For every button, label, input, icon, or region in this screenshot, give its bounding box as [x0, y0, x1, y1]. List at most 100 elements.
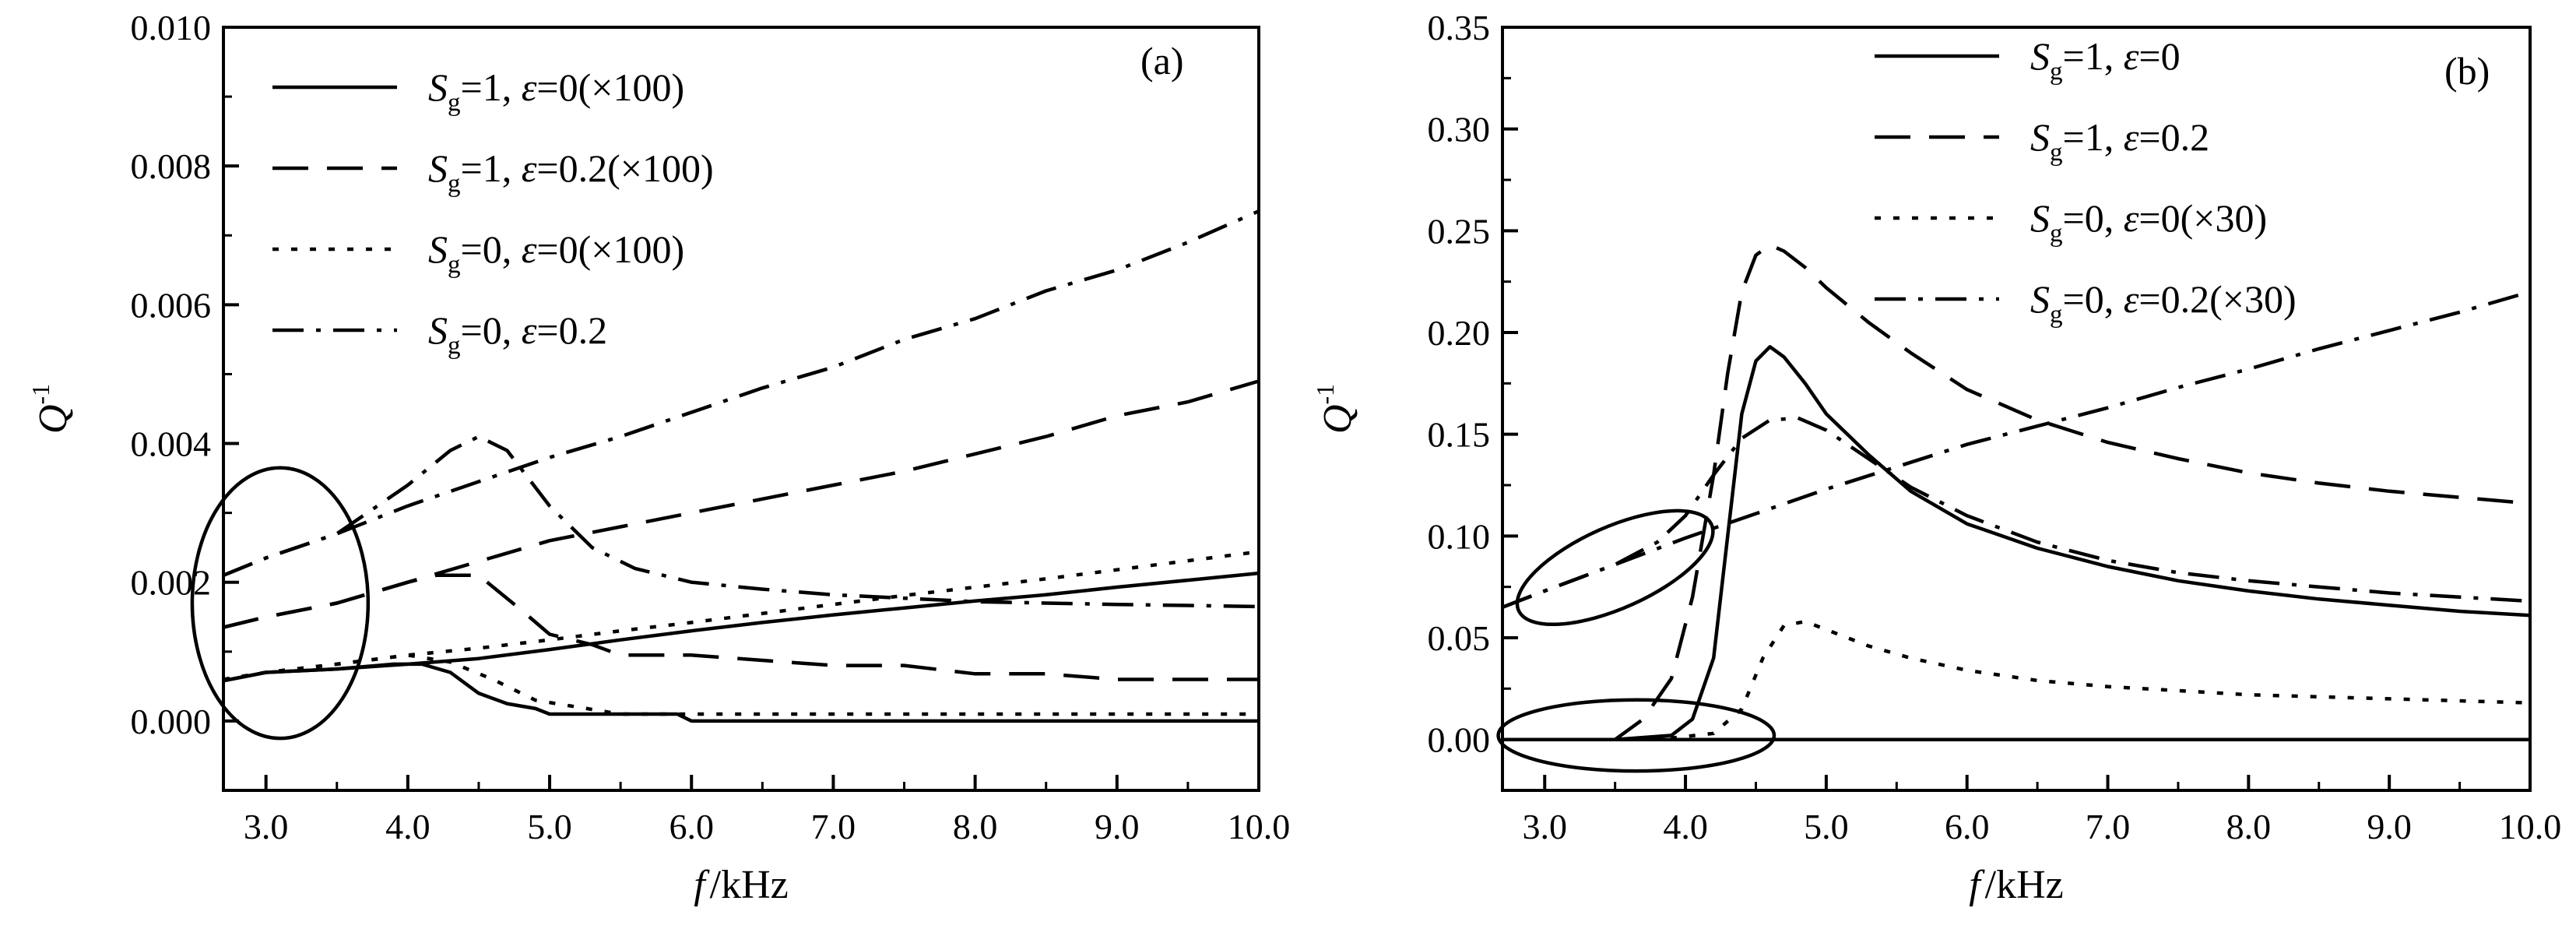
legend-value: =1,	[2063, 34, 2124, 78]
legend-entry-label: Sg=1, ε=0	[2030, 34, 2181, 86]
legend-symbol: S	[2030, 196, 2050, 240]
y-tick-label: 0.10	[1428, 516, 1491, 556]
legend-entry-label: Sg=1, ε=0.2	[2030, 115, 2209, 167]
legend-symbol: S	[428, 308, 448, 352]
legend-epsilon-value: =0.2(×30)	[2138, 277, 2296, 321]
chart-panel-b: 3.0 4.0 5.0 6.0 7.0 8.0 9.0 10.0 0.00 0.05 0.10 0.1…	[1311, 8, 2561, 907]
legend-epsilon-value: =0.2	[536, 308, 607, 352]
legend-epsilon: ε	[2124, 34, 2139, 78]
legend-epsilon: ε	[522, 146, 537, 190]
y-tick-label: 0.05	[1428, 618, 1491, 658]
plot-area	[1502, 243, 2530, 741]
series-2-line	[1502, 243, 2530, 741]
legend-epsilon: ε	[522, 308, 537, 352]
x-tick-label: 8.0	[953, 807, 998, 846]
legend-value: =0,	[2063, 277, 2124, 321]
legend-value: =1,	[461, 146, 522, 190]
legend-subscript: g	[448, 170, 461, 198]
legend-entry-label: Sg=1, ε=0(×100)	[428, 65, 684, 117]
legend-entry-label: Sg=0, ε=0(×30)	[2030, 196, 2267, 248]
legend-symbol: S	[2030, 115, 2050, 159]
plot-frame	[222, 26, 1260, 792]
legend-subscript: g	[2050, 220, 2063, 248]
legend-subscript: g	[2050, 58, 2063, 86]
legend-subscript: g	[448, 332, 461, 360]
y-tick-label: 0.010	[131, 8, 212, 48]
legend-epsilon-value: =0(×100)	[536, 65, 684, 109]
y-axis-variable: Q	[1316, 405, 1360, 435]
x-tick-label: 3.0	[244, 807, 289, 846]
legend-epsilon-value: =0.2	[2138, 115, 2209, 159]
y-axis-title: Q-1	[1311, 384, 1360, 434]
x-tick-label: 5.0	[527, 807, 572, 846]
x-tick-label: 3.0	[1522, 807, 1567, 846]
series-3-line	[1502, 619, 2530, 741]
legend: Sg=1, ε=0(×100)Sg=1, ε=0.2(×100)Sg=0, ε=…	[272, 65, 714, 360]
x-axis-variable: f	[694, 863, 710, 907]
x-axis-title: f/kHz	[694, 863, 789, 907]
x-tick-label: 4.0	[1663, 807, 1708, 846]
y-tick-label: 0.006	[131, 285, 212, 325]
series-1-line	[223, 571, 1259, 683]
legend-subscript: g	[2050, 139, 2063, 167]
legend-entry-label: Sg=0, ε=0.2	[428, 308, 607, 360]
x-axis-title: f/kHz	[1969, 863, 2064, 907]
x-tick-label: 5.0	[1804, 807, 1849, 846]
legend-subscript: g	[448, 251, 461, 279]
y-axis-superscript: -1	[26, 384, 54, 405]
legend-epsilon-value: =0.2(×100)	[536, 146, 713, 190]
legend-entry-label: Sg=1, ε=0.2(×100)	[428, 146, 714, 198]
legend-entry-label: Sg=0, ε=0.2(×30)	[2030, 277, 2297, 329]
y-tick-label: 0.002	[131, 563, 212, 603]
x-tick-label: 8.0	[2226, 807, 2272, 846]
x-tick-label: 6.0	[669, 807, 714, 846]
series-2-line	[223, 379, 1259, 629]
x-axis-unit: /kHz	[1985, 863, 2064, 907]
plot-area	[223, 209, 1259, 723]
legend-value: =1,	[2063, 115, 2124, 159]
x-axis-unit: /kHz	[710, 863, 789, 907]
chart-panel-a: 3.0 4.0 5.0 6.0 7.0 8.0 9.0 10.0 0.000 0.002 0.004…	[26, 8, 1290, 907]
x-tick-label: 7.0	[811, 807, 856, 846]
legend-epsilon: ε	[522, 227, 537, 271]
y-axis-superscript: -1	[1311, 384, 1339, 405]
panel-label: (a)	[1140, 39, 1184, 83]
legend-entry-label: Sg=0, ε=0(×100)	[428, 227, 684, 279]
series-1-line	[1502, 345, 2530, 741]
legend-epsilon: ε	[522, 65, 537, 109]
y-tick-label: 0.004	[131, 424, 212, 464]
legend-value: =0,	[461, 227, 522, 271]
y-tick-label: 0.00	[1428, 720, 1491, 760]
x-tick-label: 10.0	[1228, 807, 1291, 846]
x-tick-label: 9.0	[1095, 807, 1140, 846]
annotation-ellipse	[1515, 508, 1715, 627]
plot-frame	[1501, 26, 2532, 792]
legend-value: =0,	[2063, 196, 2124, 240]
series-4-line	[1502, 290, 2530, 609]
y-tick-label: 0.008	[131, 146, 212, 186]
y-tick-label: 0.000	[131, 702, 212, 741]
legend-symbol: S	[428, 227, 448, 271]
x-axis-variable: f	[1969, 863, 1985, 907]
legend: Sg=1, ε=0Sg=1, ε=0.2Sg=0, ε=0(×30)Sg=0, …	[1875, 34, 2297, 329]
legend-epsilon: ε	[2124, 196, 2139, 240]
legend-symbol: S	[428, 65, 448, 109]
legend-symbol: S	[2030, 277, 2050, 321]
x-tick-label: 6.0	[1945, 807, 1990, 846]
y-tick-label: 0.15	[1428, 415, 1491, 455]
legend-epsilon-value: =0(×100)	[536, 227, 684, 271]
y-axis-title: Q-1	[26, 384, 76, 434]
x-tick-label: 4.0	[385, 807, 431, 846]
panel-label: (b)	[2444, 49, 2490, 93]
y-tick-label: 0.20	[1428, 313, 1491, 353]
legend-epsilon-value: =0	[2138, 34, 2180, 78]
y-tick-label: 0.35	[1428, 8, 1491, 48]
legend-value: =1,	[461, 65, 522, 109]
legend-symbol: S	[428, 146, 448, 190]
legend-epsilon: ε	[2124, 115, 2139, 159]
series-3-line	[223, 550, 1259, 681]
series-dashdot-branch-line	[1502, 416, 2530, 609]
legend-symbol: S	[2030, 34, 2050, 78]
y-tick-label: 0.25	[1428, 211, 1491, 251]
